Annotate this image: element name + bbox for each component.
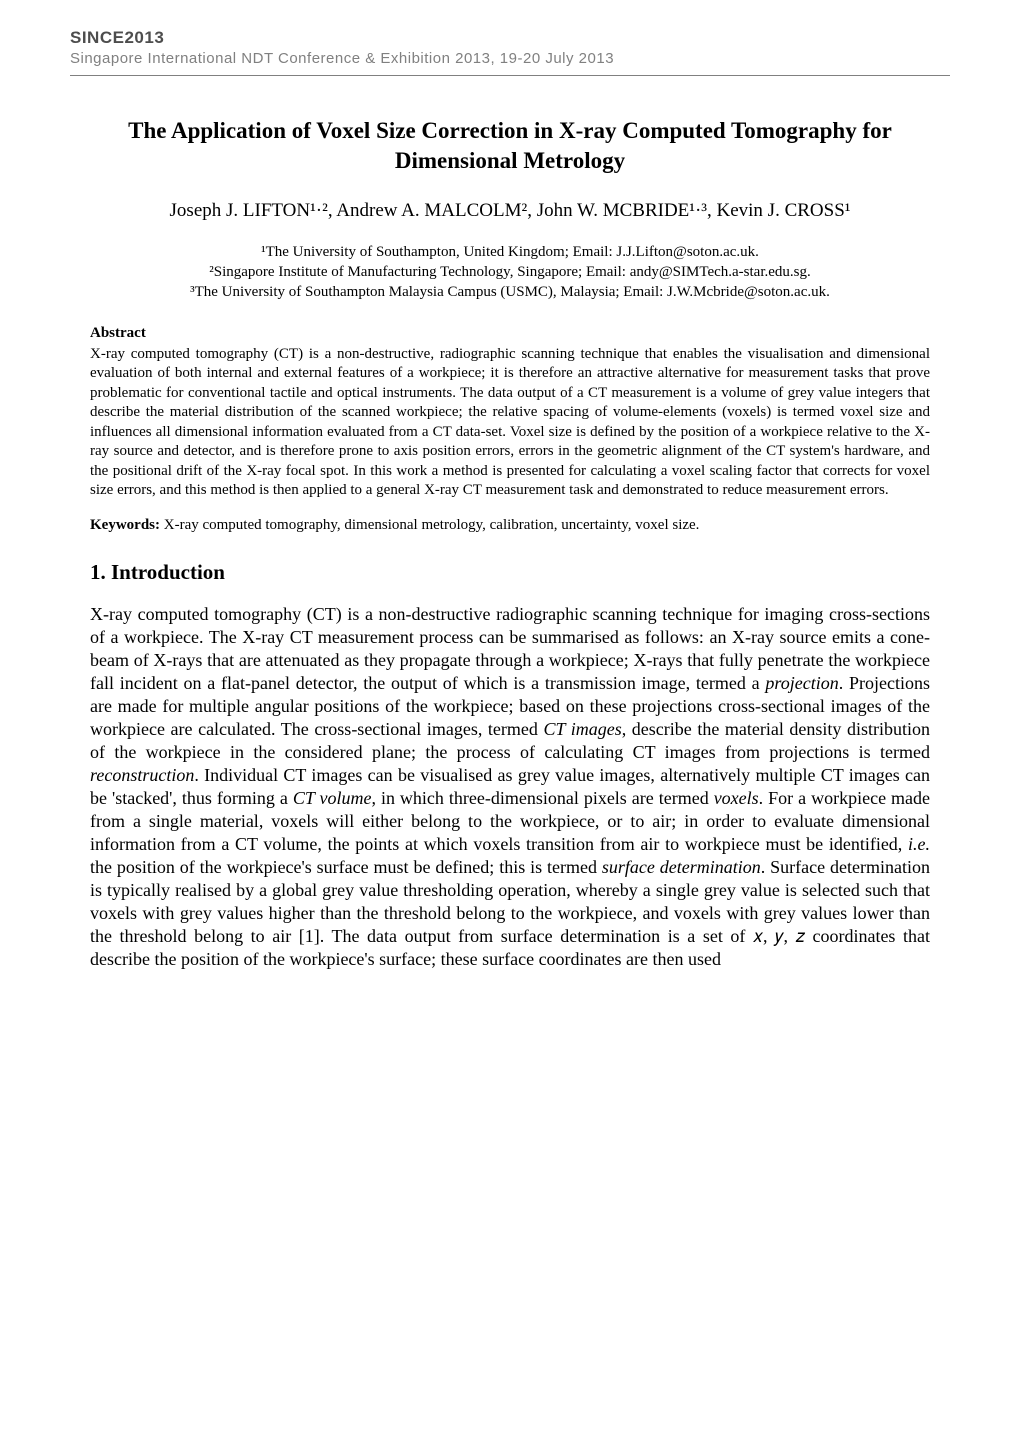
affiliation-3: ³The University of Southampton Malaysia … [90,282,930,302]
keywords-text: X-ray computed tomography, dimensional m… [160,517,699,533]
italic-projection: projection [765,673,838,693]
body-part-7: the position of the workpiece's surface … [90,857,602,877]
affiliation-2: ²Singapore Institute of Manufacturing Te… [90,262,930,282]
affiliations-block: ¹The University of Southampton, United K… [90,242,930,303]
section-1-heading: 1. Introduction [90,560,930,585]
header-divider [70,75,950,76]
affiliation-1: ¹The University of Southampton, United K… [90,242,930,262]
italic-surface-determination: surface determination [602,857,761,877]
italic-voxels: voxels [714,788,759,808]
conference-code: SINCE2013 [70,28,950,48]
paper-content: The Application of Voxel Size Correction… [0,86,1020,1011]
body-part-5: , in which three-dimensional pixels are … [371,788,713,808]
paper-title: The Application of Voxel Size Correction… [90,116,930,176]
italic-ct-volume: CT volume [293,788,372,808]
italic-ct-images: CT images [543,719,621,739]
keywords-line: Keywords: X-ray computed tomography, dim… [90,517,930,534]
italic-ie: i.e. [908,834,930,854]
section-1-body: X-ray computed tomography (CT) is a non-… [90,603,930,972]
page-header: SINCE2013 Singapore International NDT Co… [0,0,1020,86]
authors-line: Joseph J. LIFTON¹·², Andrew A. MALCOLM²,… [90,200,930,222]
conference-subtitle: Singapore International NDT Conference &… [70,50,950,67]
italic-reconstruction: reconstruction [90,765,194,785]
abstract-text: X-ray computed tomography (CT) is a non-… [90,345,930,501]
keywords-label: Keywords: [90,517,160,533]
abstract-heading: Abstract [90,325,930,342]
